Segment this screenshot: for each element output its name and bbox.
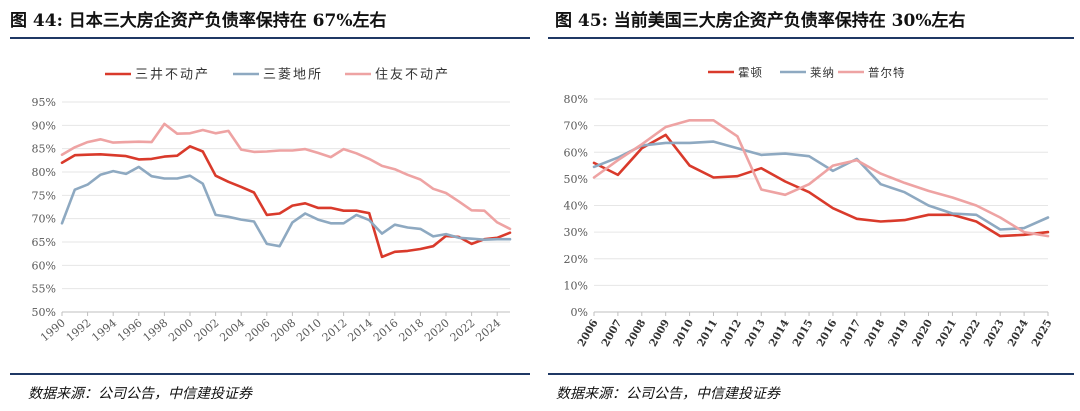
right-source-note: 数据来源：公司公告，中信建投证券 [556, 386, 780, 402]
x-tick-label: 2016 [815, 318, 840, 349]
x-tick-label: 2010 [671, 318, 696, 349]
x-tick-label: 2021 [934, 318, 959, 349]
x-tick-label: 2018 [862, 318, 887, 349]
x-tick-label: 2024 [473, 316, 503, 344]
y-tick-label: 10% [564, 279, 588, 292]
y-tick-label: 55% [32, 283, 56, 296]
series-line-1 [592, 133, 1050, 238]
y-tick-label: 30% [564, 226, 588, 239]
x-tick-label: 2006 [576, 318, 601, 349]
x-tick-label: 2014 [767, 318, 792, 349]
x-tick-label: 2007 [599, 318, 624, 349]
x-tick-label: 2012 [719, 318, 744, 349]
x-tick-label: 2018 [397, 316, 427, 344]
y-tick-label: 60% [32, 259, 56, 272]
y-tick-label: 80% [32, 166, 56, 179]
legend-label: 住友不动产 [375, 67, 450, 83]
right-chart-title: 图 45: 当前美国三大房企资产负债率保持在 30%左右 [555, 11, 966, 31]
x-tick-label: 2009 [647, 318, 672, 349]
x-tick-label: 1996 [115, 316, 145, 344]
x-tick-label: 2014 [345, 316, 375, 344]
y-tick-label: 20% [564, 253, 588, 266]
x-tick-label: 1998 [141, 316, 171, 344]
x-tick-label: 2010 [294, 316, 324, 344]
legend-label: 莱纳 [810, 66, 835, 80]
y-tick-label: 75% [32, 189, 56, 202]
right-chart: 0%10%20%30%40%50%60%70%80%20062007200820… [564, 66, 1055, 349]
y-tick-label: 65% [32, 236, 56, 249]
y-tick-label: 50% [32, 306, 56, 319]
left-chart: 50%55%60%65%70%75%80%85%90%95%1990199219… [32, 67, 512, 344]
left-source-note: 数据来源：公司公告，中信建投证券 [28, 386, 252, 402]
legend-label: 普尔特 [868, 66, 906, 80]
left-chart-title: 图 44: 日本三大房企资产负债率保持在 67%左右 [10, 11, 387, 31]
x-tick-label: 1992 [64, 316, 94, 344]
y-tick-label: 40% [564, 200, 588, 213]
legend-label: 三菱地所 [263, 68, 323, 83]
y-tick-label: 85% [32, 143, 56, 156]
series-line-1 [60, 145, 512, 259]
y-tick-label: 60% [564, 146, 588, 159]
x-tick-label: 2011 [695, 318, 720, 349]
x-tick-label: 2008 [623, 318, 648, 349]
x-tick-label: 1994 [89, 316, 119, 344]
y-tick-label: 70% [564, 120, 588, 133]
x-tick-label: 2016 [371, 316, 401, 344]
left-title-rule [10, 37, 530, 39]
x-tick-label: 2023 [982, 318, 1007, 349]
y-tick-label: 80% [564, 93, 588, 106]
x-tick-label: 1990 [38, 316, 68, 344]
x-tick-label: 2022 [958, 318, 983, 349]
y-tick-label: 90% [32, 119, 56, 132]
x-tick-label: 2025 [1030, 318, 1055, 349]
y-tick-label: 95% [32, 96, 56, 109]
legend-label: 三井不动产 [135, 68, 210, 83]
x-tick-label: 2006 [243, 316, 273, 344]
y-tick-label: 0% [571, 306, 588, 319]
x-tick-label: 2015 [791, 318, 816, 349]
x-tick-label: 2008 [269, 316, 299, 344]
x-tick-label: 2017 [838, 318, 863, 349]
left-bottom-rule [10, 373, 530, 375]
x-tick-label: 2000 [166, 316, 196, 344]
x-tick-label: 2024 [1006, 318, 1031, 349]
series-line-3 [592, 119, 1050, 238]
x-tick-label: 2012 [320, 316, 350, 344]
x-tick-label: 2013 [743, 318, 768, 349]
x-tick-label: 2020 [910, 318, 935, 349]
x-tick-label: 2022 [448, 316, 478, 344]
y-tick-label: 50% [564, 173, 588, 186]
series-line-2 [60, 165, 512, 248]
series-line-2 [592, 140, 1050, 231]
x-tick-label: 2019 [886, 318, 911, 349]
right-title-rule [548, 37, 1074, 39]
y-tick-label: 70% [32, 213, 56, 226]
x-tick-label: 2020 [422, 316, 452, 344]
legend-label: 霍顿 [738, 66, 763, 80]
x-tick-label: 2004 [217, 316, 247, 344]
right-bottom-rule [548, 373, 1074, 375]
x-tick-label: 2002 [192, 316, 222, 344]
series-line-3 [60, 122, 512, 231]
